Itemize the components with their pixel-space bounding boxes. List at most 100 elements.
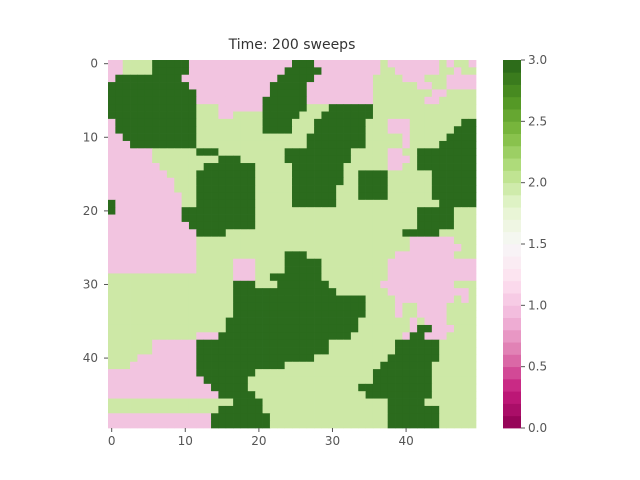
heatmap-cell xyxy=(431,251,440,260)
heatmap-cell xyxy=(262,148,271,157)
heatmap-cell xyxy=(269,258,278,267)
heatmap-cell xyxy=(431,126,440,134)
heatmap-cell xyxy=(284,207,293,215)
heatmap-cell xyxy=(122,89,131,98)
heatmap-cell xyxy=(306,332,315,341)
heatmap-cell xyxy=(395,310,403,318)
heatmap-cell xyxy=(417,155,425,164)
heatmap-cell xyxy=(159,273,168,282)
heatmap-cell xyxy=(203,339,212,348)
heatmap-cell xyxy=(292,324,300,333)
heatmap-cell xyxy=(387,413,396,421)
heatmap-cell xyxy=(328,420,337,429)
heatmap-cell xyxy=(372,104,381,112)
heatmap-cell xyxy=(461,192,469,201)
heatmap-cell xyxy=(137,229,146,237)
heatmap-cell xyxy=(233,251,241,260)
heatmap-cell xyxy=(240,236,249,245)
heatmap-cell xyxy=(468,413,477,421)
heatmap-cell xyxy=(417,266,425,274)
heatmap-cell xyxy=(262,361,271,370)
heatmap-cell xyxy=(240,140,249,149)
heatmap-cell xyxy=(343,126,352,134)
heatmap-cell xyxy=(269,163,278,171)
heatmap-cell xyxy=(108,67,116,76)
heatmap-cell xyxy=(321,177,330,186)
heatmap-cell xyxy=(218,207,227,215)
heatmap-cell xyxy=(284,302,293,311)
heatmap-cell xyxy=(424,155,433,164)
heatmap-cell xyxy=(372,236,381,245)
heatmap-cell xyxy=(314,133,322,142)
heatmap-cell xyxy=(350,273,359,282)
heatmap-cell xyxy=(350,126,359,134)
heatmap-cell xyxy=(203,67,212,76)
heatmap-cell xyxy=(188,89,197,98)
heatmap-cell xyxy=(255,214,263,223)
heatmap-cell xyxy=(461,317,469,326)
heatmap-cell xyxy=(108,229,116,237)
heatmap-cell xyxy=(152,266,160,274)
heatmap-cell xyxy=(240,310,249,318)
heatmap-cell xyxy=(269,60,278,68)
heatmap-cell xyxy=(203,60,212,68)
heatmap-cell xyxy=(321,280,330,289)
heatmap-cell xyxy=(108,376,116,385)
heatmap-cell xyxy=(122,347,131,355)
heatmap-cell xyxy=(380,60,389,68)
heatmap-cell xyxy=(365,133,374,142)
heatmap-cell xyxy=(431,244,440,252)
heatmap-cell xyxy=(277,236,285,245)
heatmap-cell xyxy=(336,140,344,149)
heatmap-cell xyxy=(306,207,315,215)
heatmap-cell xyxy=(446,118,455,127)
heatmap-cell xyxy=(439,302,447,311)
heatmap-cell xyxy=(306,361,315,370)
heatmap-cell xyxy=(424,126,433,134)
heatmap-cell xyxy=(365,405,374,414)
heatmap-cell xyxy=(431,236,440,245)
heatmap-cell xyxy=(122,118,131,127)
heatmap-cell xyxy=(218,310,227,318)
heatmap-cell xyxy=(188,192,197,201)
heatmap-cell xyxy=(402,221,411,230)
heatmap-cell xyxy=(350,207,359,215)
heatmap-cell xyxy=(247,192,256,201)
heatmap-cell xyxy=(255,118,263,127)
heatmap-cell xyxy=(395,361,403,370)
heatmap-cell xyxy=(144,199,153,208)
heatmap-cell xyxy=(225,295,234,304)
heatmap-cell xyxy=(240,170,249,179)
heatmap-cell xyxy=(299,288,308,296)
heatmap-cell xyxy=(218,199,227,208)
heatmap-cell xyxy=(453,288,462,296)
heatmap-cell xyxy=(336,339,344,348)
heatmap-cell xyxy=(262,302,271,311)
heatmap-cell xyxy=(137,111,146,120)
heatmap-cell xyxy=(240,266,249,274)
heatmap-cell xyxy=(424,251,433,260)
heatmap-cell xyxy=(387,140,396,149)
heatmap-cell xyxy=(292,317,300,326)
heatmap-cell xyxy=(137,302,146,311)
heatmap-cell xyxy=(137,185,146,193)
heatmap-cell xyxy=(122,244,131,252)
heatmap-cell xyxy=(159,398,168,407)
heatmap-cell xyxy=(159,361,168,370)
heatmap-cell xyxy=(395,347,403,355)
heatmap-cell xyxy=(277,118,285,127)
heatmap-cell xyxy=(240,199,249,208)
heatmap-cell xyxy=(439,310,447,318)
heatmap-cell xyxy=(225,324,234,333)
heatmap-cell xyxy=(321,295,330,304)
heatmap-cell xyxy=(453,185,462,193)
heatmap-cell xyxy=(225,251,234,260)
heatmap-cell xyxy=(328,354,337,363)
heatmap-cell xyxy=(284,310,293,318)
heatmap-cell xyxy=(424,302,433,311)
heatmap-cell xyxy=(409,295,418,304)
heatmap-cell xyxy=(225,82,234,90)
heatmap-cell xyxy=(137,310,146,318)
heatmap-cell xyxy=(108,148,116,157)
heatmap-cell xyxy=(402,398,411,407)
